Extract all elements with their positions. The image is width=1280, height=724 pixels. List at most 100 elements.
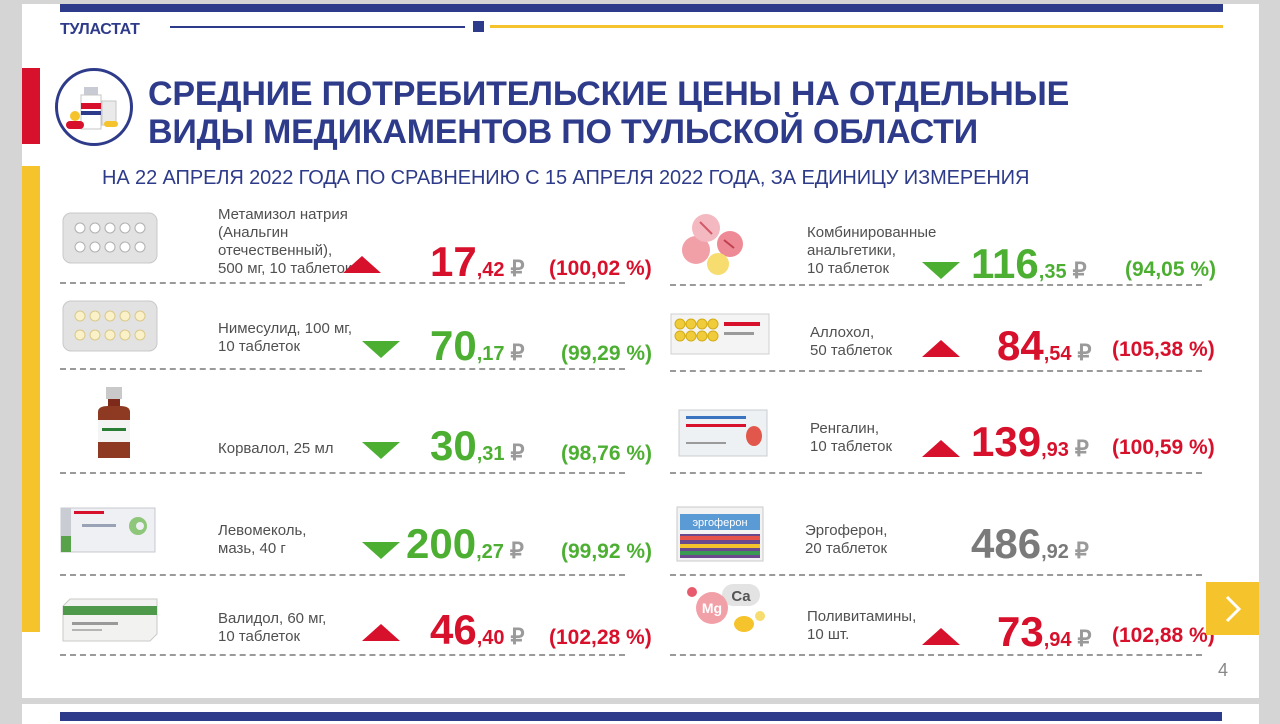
list-item: Валидол, 60 мг, 10 таблеток 46,40 ₽ (102,… [60, 588, 652, 656]
name-line: Комбинированные [807, 224, 937, 241]
price-int: 84 [997, 322, 1044, 369]
price-dec: ,94 [1043, 629, 1072, 651]
currency: ₽ [1072, 258, 1087, 283]
divider [670, 472, 1202, 474]
trend-down-icon [362, 542, 400, 559]
name-line: 10 таблеток [807, 260, 890, 277]
price-dec: ,92 [1041, 541, 1069, 563]
item-name: Корвалол, 25 мл [218, 440, 334, 458]
percent-change: (100,02 %) [549, 257, 652, 280]
percent-change: (102,88 %) [1112, 624, 1215, 647]
item-name: Эргоферон, 20 таблеток [805, 522, 887, 558]
percent-change: (102,28 %) [549, 626, 652, 649]
item-name: Комбинированные анальгетики, 10 таблеток [807, 224, 936, 278]
price-dec: ,31 [476, 443, 505, 465]
item-name: Поливитамины, 10 шт. [807, 608, 916, 644]
item-name: Метамизол натрия (Анальгин отечественный… [218, 206, 352, 278]
currency: ₽ [510, 624, 525, 649]
price: 84,54 ₽ [997, 322, 1092, 370]
currency: ₽ [1074, 538, 1089, 563]
top-bar [60, 4, 1223, 12]
price-int: 200 [406, 520, 477, 567]
tablet-box-icon: эргоферон [676, 506, 764, 567]
price: 486,92 ₽ [971, 520, 1089, 568]
name-line: Левомеколь, [218, 522, 307, 539]
name-line: 500 мг, 10 таблеток [218, 260, 352, 277]
decor-line [170, 26, 465, 28]
divider [670, 370, 1202, 372]
ointment-box-icon [60, 506, 156, 559]
brand-label: ТУЛАСТАТ [60, 21, 140, 38]
name-line: Корвалол, 25 мл [218, 440, 334, 457]
icon-label: эргоферон [692, 517, 747, 529]
currency: ₽ [510, 440, 525, 465]
price-int: 486 [971, 520, 1042, 567]
price-int: 116 [971, 240, 1039, 287]
title-line: СРЕДНИЕ ПОТРЕБИТЕЛЬСКИЕ ЦЕНЫ НА ОТДЕЛЬНЫ… [148, 75, 1070, 113]
name-line: 10 таблеток [810, 438, 893, 455]
decor-line [490, 25, 1223, 28]
name-line: 10 таблеток [218, 338, 301, 355]
list-item: Корвалол, 25 мл 30,31 ₽ (98,76 %) [60, 382, 652, 474]
trend-up-icon [343, 256, 381, 273]
currency: ₽ [509, 538, 524, 563]
divider [670, 654, 1202, 656]
price: 46,40 ₽ [430, 606, 525, 654]
currency: ₽ [510, 340, 525, 365]
item-name: Аллохол, 50 таблеток [810, 324, 892, 360]
tablet-box-icon [670, 310, 770, 361]
divider [60, 574, 625, 576]
decor-square [473, 21, 484, 32]
currency: ₽ [1074, 436, 1089, 461]
list-item: Нимесулид, 100 мг, 10 таблеток 70,17 ₽ (9… [60, 292, 652, 370]
page-number: 4 [1218, 660, 1229, 680]
accent-stripe [22, 166, 40, 632]
trend-up-icon [922, 440, 960, 457]
price: 116,35 ₽ [971, 240, 1087, 288]
name-line: 10 таблеток [218, 628, 301, 645]
list-item: Левомеколь, мазь, 40 г 200,27 ₽ (99,92 %) [60, 486, 652, 576]
divider [60, 368, 625, 370]
trend-down-icon [362, 341, 400, 358]
trend-up-icon [922, 628, 960, 645]
list-item: Ренгалин, 10 таблеток 139,93 ₽ (100,59 %) [670, 384, 1215, 474]
divider [60, 472, 625, 474]
price-int: 46 [430, 606, 477, 653]
list-item: эргоферон Эргоферон, 20 таблеток 486,92 ₽ [670, 486, 1202, 576]
price: 73,94 ₽ [997, 608, 1092, 656]
trend-up-icon [922, 340, 960, 357]
item-name: Нимесулид, 100 мг, 10 таблеток [218, 320, 352, 356]
pills-icon [672, 210, 752, 281]
icon-label: Ca [731, 588, 751, 605]
list-item: Метамизол натрия (Анальгин отечественный… [60, 204, 652, 286]
divider [60, 654, 625, 656]
pill-blister-icon [62, 212, 158, 269]
name-line: Нимесулид, 100 мг, [218, 320, 353, 337]
page-title: СРЕДНИЕ ПОТРЕБИТЕЛЬСКИЕ ЦЕНЫ НА ОТДЕЛЬНЫ… [148, 75, 1208, 151]
tablet-box-icon [678, 408, 768, 463]
item-name: Ренгалин, 10 таблеток [810, 420, 892, 456]
trend-up-icon [362, 624, 400, 641]
currency: ₽ [510, 256, 525, 281]
next-slide-button[interactable] [1206, 582, 1259, 635]
page-subtitle: НА 22 АПРЕЛЯ 2022 ГОДА ПО СРАВНЕНИЮ С 15… [102, 167, 1030, 189]
price-int: 17 [430, 238, 477, 285]
name-line: Эргоферон, [805, 522, 888, 539]
trend-down-icon [922, 262, 960, 279]
vitamins-icon: Ca Mg [672, 582, 776, 647]
list-item: Ca Mg Поливитамины, 10 шт. 73,94 ₽ (102,8… [670, 584, 1215, 656]
divider [60, 282, 625, 284]
percent-change: (100,59 %) [1112, 436, 1215, 459]
price-dec: ,40 [476, 627, 505, 649]
name-line: (Анальгин [218, 224, 289, 241]
name-line: Валидол, 60 мг, [218, 610, 327, 627]
price-dec: ,54 [1043, 343, 1072, 365]
price: 17,42 ₽ [430, 238, 525, 286]
name-line: Ренгалин, [810, 420, 880, 437]
name-line: анальгетики, [807, 242, 896, 259]
percent-change: (105,38 %) [1112, 338, 1215, 361]
name-line: мазь, 40 г [218, 540, 286, 557]
price-int: 73 [997, 608, 1044, 655]
percent-change: (94,05 %) [1125, 258, 1217, 281]
top-bar [60, 712, 1222, 721]
